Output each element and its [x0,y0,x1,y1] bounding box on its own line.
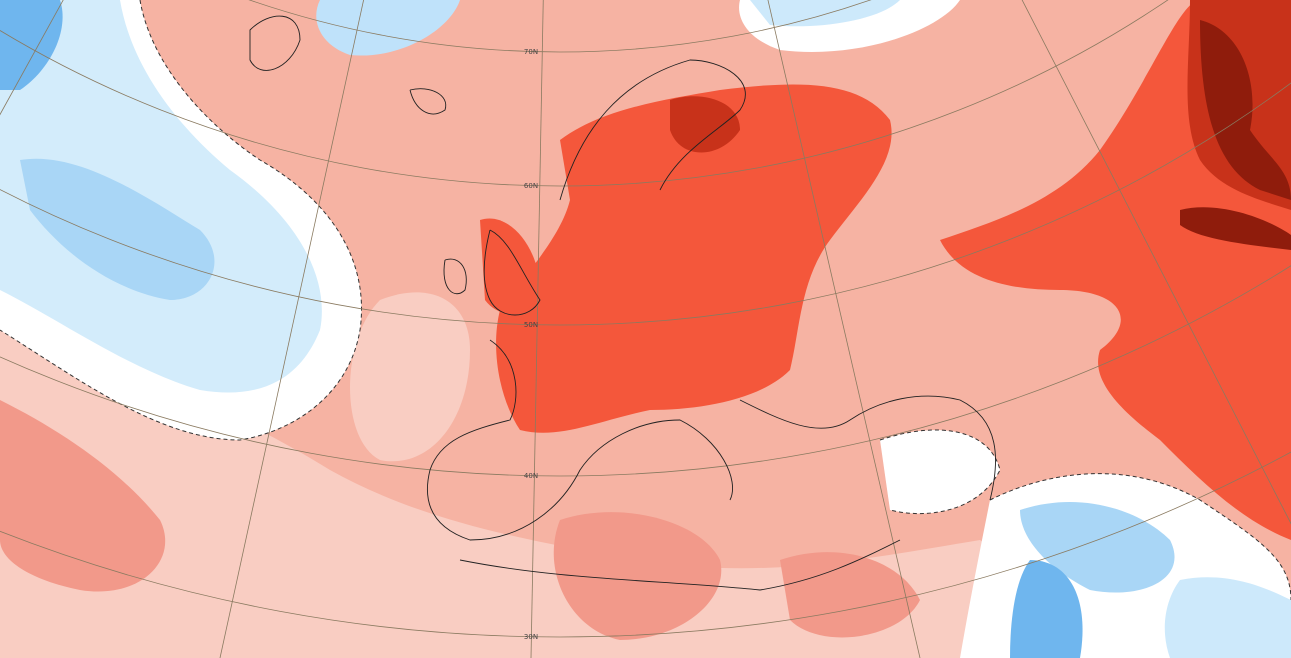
coastline [559,59,746,201]
coastline [459,539,901,591]
cold-anomaly-strong [1010,560,1083,658]
meridian [219,0,365,658]
coastline [426,339,733,541]
neutral-anomaly [880,430,1000,514]
coastline [443,258,467,295]
latitude-label: 30N [524,633,538,641]
light-anomaly [350,292,470,462]
cold-anomaly [750,0,900,27]
parallel [0,0,1168,187]
contour [989,473,1291,601]
coastline [483,229,541,316]
moderate-anomaly [553,512,722,640]
coastlines [249,15,997,591]
latitude-label: 50N [524,321,538,329]
coastline [739,395,997,501]
parallel [249,0,871,53]
hot-anomaly-strong [1200,20,1291,200]
warm-anomaly [496,84,892,433]
latitude-label: 40N [524,472,538,480]
latitude-label: 70N [524,48,538,56]
meridian [530,0,544,658]
latitude-label: 60N [524,182,538,190]
meridian [767,0,921,658]
parallel [0,82,1291,326]
hot-anomaly [670,96,740,153]
cold-anomaly-strong [0,0,63,90]
coastline [409,88,447,115]
meridian [1021,0,1291,525]
contour [0,0,362,441]
moderate-anomaly [0,400,166,592]
coastline [249,15,301,71]
hot-anomaly-strong [1180,207,1291,250]
warm-anomaly [480,218,540,314]
cold-anomaly [316,0,460,56]
cold-anomaly-strong [20,158,215,300]
cold-anomaly [0,0,322,393]
zero-contours [0,0,1291,601]
contour [879,429,1001,515]
moderate-anomaly [780,552,920,638]
cold-anomaly [1164,577,1291,658]
